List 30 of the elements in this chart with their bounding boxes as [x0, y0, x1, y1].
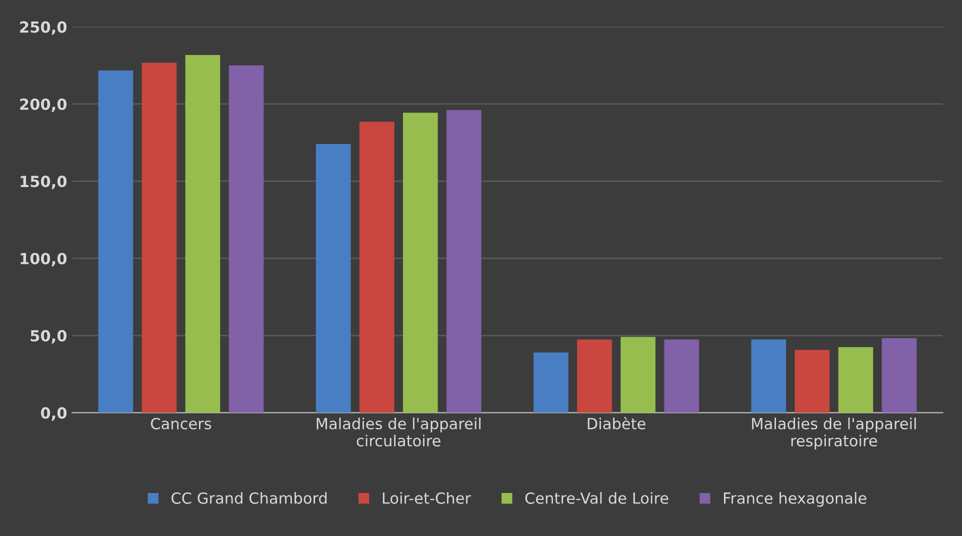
y-tick-label: 250,0 — [20, 21, 67, 35]
bar — [751, 340, 786, 413]
bar — [882, 338, 917, 413]
legend-label: France hexagonale — [724, 492, 866, 507]
y-tick-label: 50,0 — [30, 330, 67, 344]
bar — [620, 336, 656, 413]
bar — [359, 122, 394, 413]
bar — [664, 340, 699, 413]
x-tick-label: Maladies de l'appareil circulatoire — [316, 418, 481, 447]
bar — [534, 352, 568, 413]
bar — [402, 112, 438, 413]
x-tick-label: Maladies de l'appareil respiratoire — [752, 418, 916, 450]
bar — [577, 340, 612, 413]
bar — [142, 62, 177, 413]
bar — [228, 65, 264, 413]
y-tick-label: 200,0 — [20, 98, 67, 112]
legend-label: CC Grand Chambord — [172, 492, 327, 504]
x-tick-label: Cancers — [150, 418, 212, 430]
legend-label: Centre-Val de Loire — [525, 492, 668, 504]
bar — [794, 350, 830, 413]
y-tick-label: 100,0 — [20, 252, 67, 266]
bar — [185, 55, 220, 413]
bar — [838, 347, 874, 413]
y-tick-label: 0,0 — [40, 407, 67, 421]
bar — [316, 144, 351, 413]
bar — [446, 110, 482, 413]
legend-label: Loir-et-Cher — [382, 492, 472, 504]
bar — [98, 70, 134, 413]
x-tick-label: Diabète — [588, 416, 646, 430]
y-tick-label: 150,0 — [20, 176, 67, 190]
